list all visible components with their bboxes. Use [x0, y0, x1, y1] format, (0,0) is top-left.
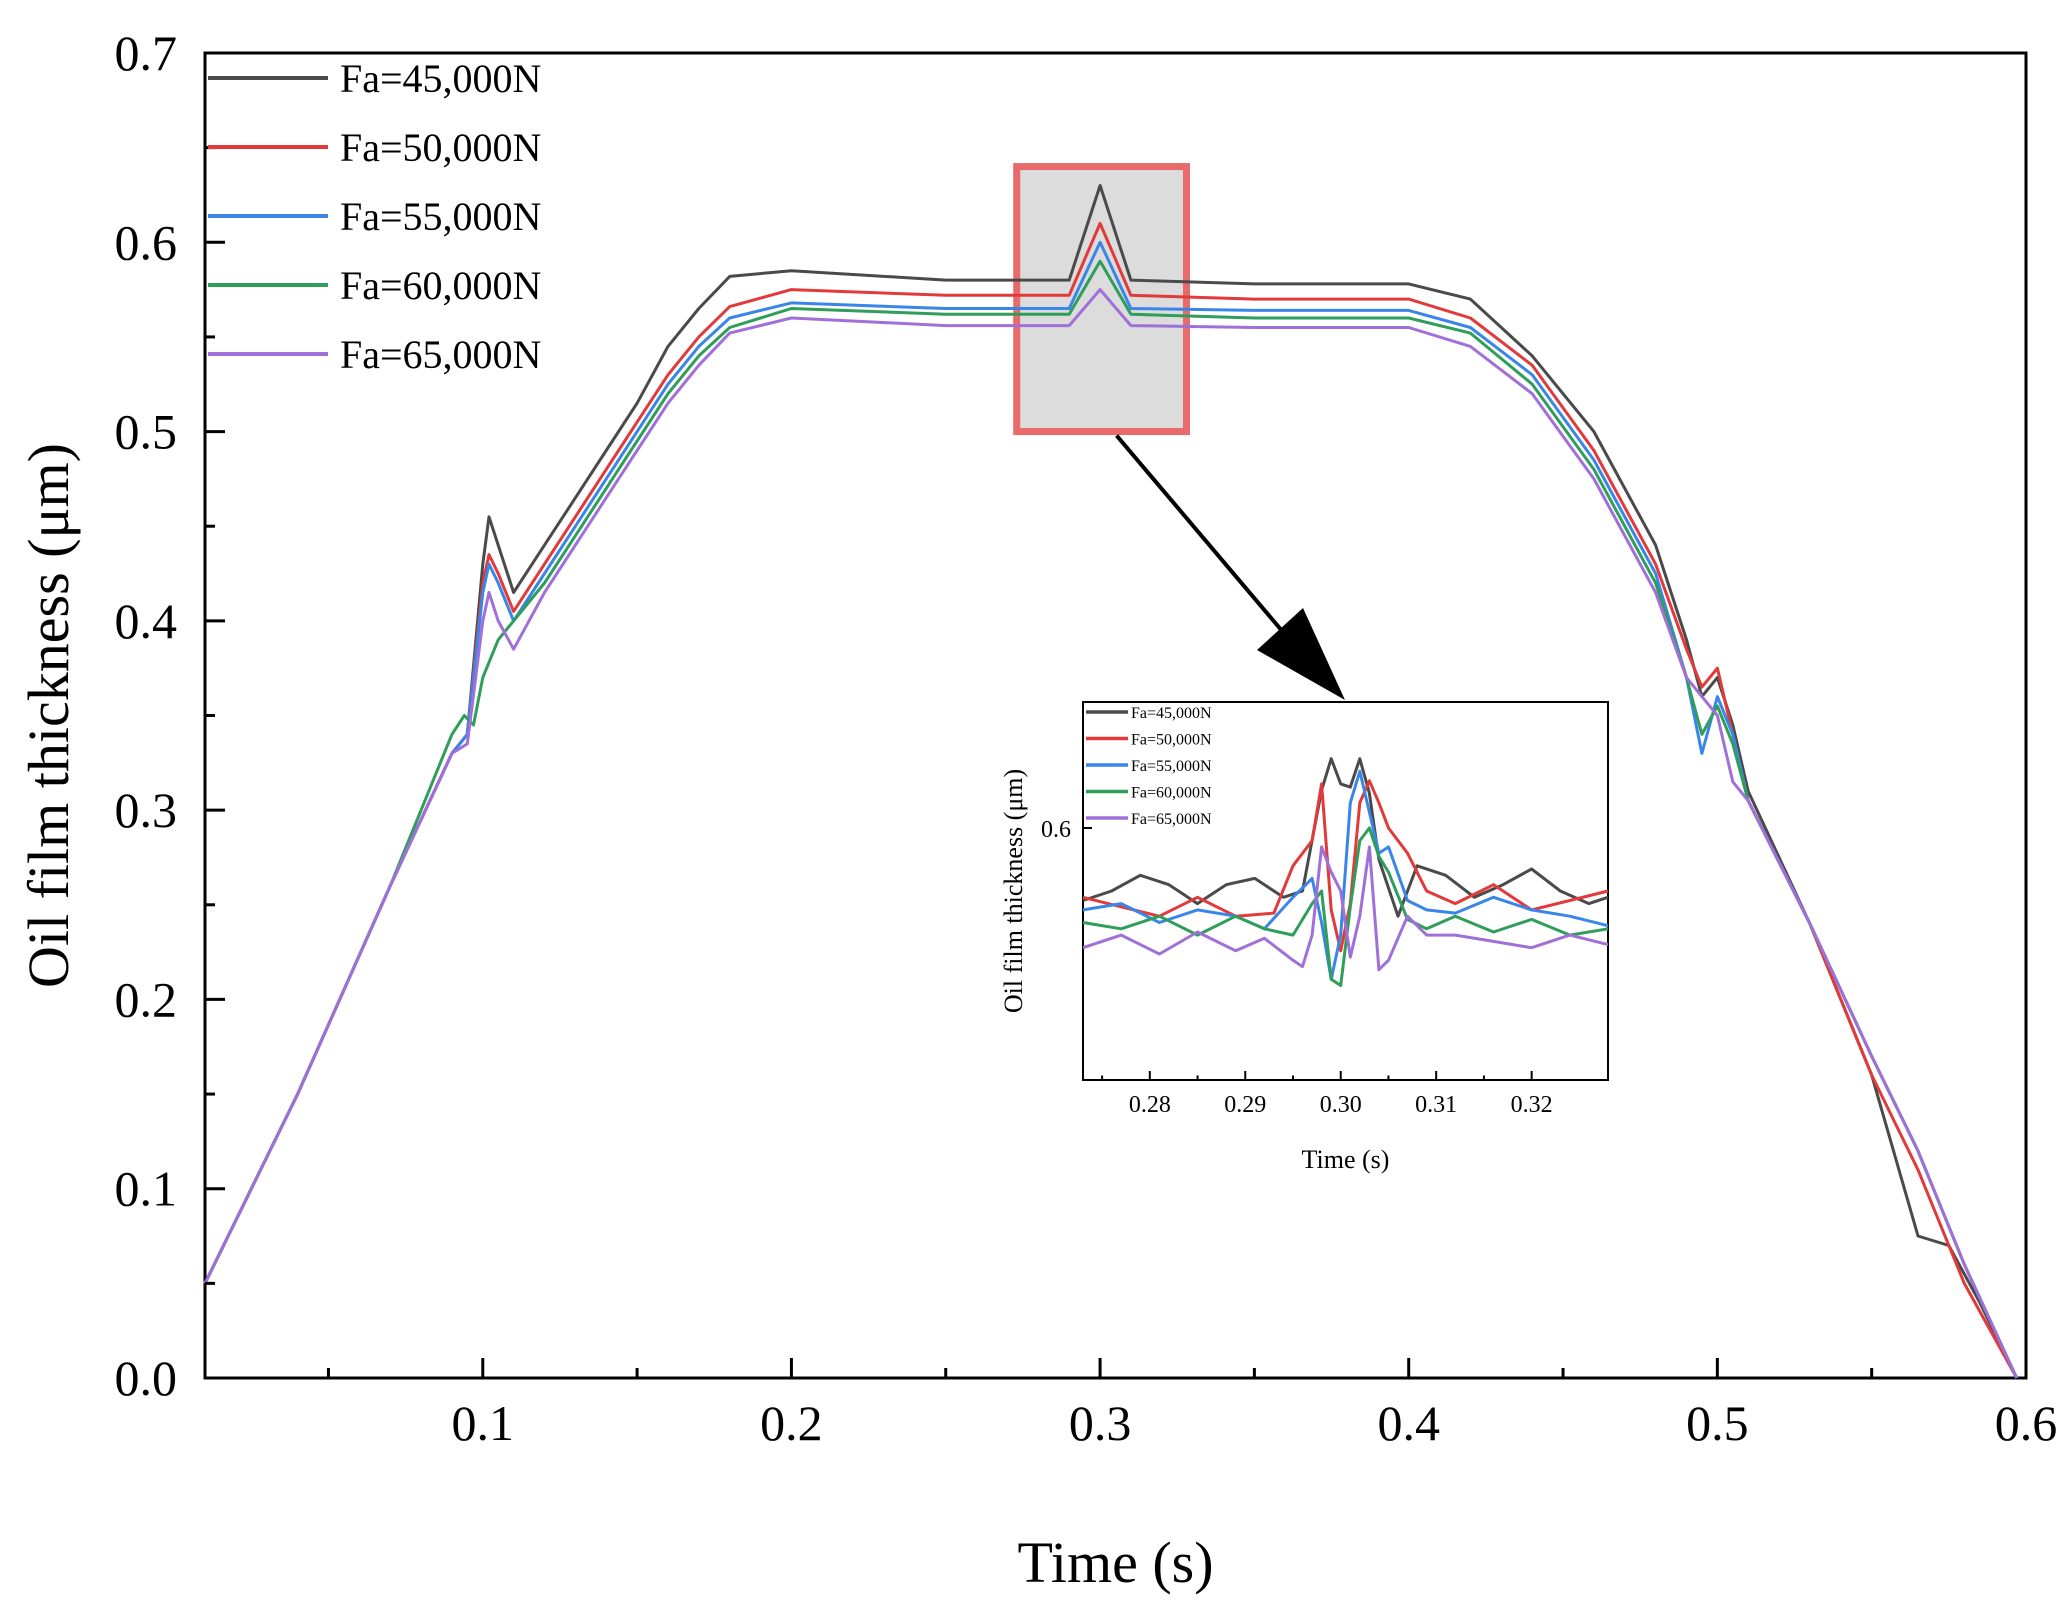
series-line-4	[203, 259, 2019, 1379]
inset-series-line-3	[1082, 769, 1609, 981]
x-tick-label: 0.1	[452, 1395, 515, 1451]
y-tick-label: 0.2	[115, 971, 178, 1027]
inset-y-tick-label: 0.6	[1041, 817, 1071, 843]
inset-background	[1080, 700, 1612, 1220]
series-line-5	[203, 288, 2019, 1379]
series-line-1	[203, 184, 2019, 1379]
x-tick-label: 0.3	[1069, 1395, 1132, 1451]
y-axis-title: Oil film thickness (μm)	[16, 443, 81, 988]
zoom-arrow-line	[1115, 434, 1307, 660]
x-tick-label: 0.5	[1686, 1395, 1749, 1451]
series-line-3	[203, 240, 2019, 1379]
inset-legend-label-1: Fa=45,000N	[1131, 705, 1212, 722]
x-tick-label: 0.4	[1377, 1395, 1440, 1451]
inset-x-tick-label: 0.30	[1320, 1092, 1362, 1118]
zoom-arrow-head	[1257, 608, 1345, 700]
main-plot: 0.1 0.2 0.3 0.4 0.5 0.60.00.10.20.30.40.50.60…	[16, 25, 2057, 1595]
x-tick-label: 0.2	[760, 1395, 823, 1451]
inset-legend-label-2: Fa=50,000N	[1131, 732, 1212, 749]
legend-label-5: Fa=65,000N	[340, 332, 541, 377]
legend-label-2: Fa=50,000N	[340, 125, 541, 170]
inset-legend-label-3: Fa=55,000N	[1131, 758, 1212, 775]
legend-label-4: Fa=60,000N	[340, 263, 541, 308]
y-tick-label: 0.4	[115, 593, 178, 649]
x-tick-label: 0.6	[1995, 1395, 2058, 1451]
inset-x-tick-label: 0.31	[1415, 1092, 1457, 1118]
y-tick-label: 0.7	[115, 25, 178, 81]
inset-series-line-5	[1082, 845, 1609, 972]
y-tick-label: 0.5	[115, 404, 178, 460]
inset-series-line-4	[1082, 826, 1609, 987]
y-tick-label: 0.0	[115, 1350, 178, 1406]
legend-label-1: Fa=45,000N	[340, 56, 541, 101]
inset-x-tick-label: 0.29	[1224, 1092, 1266, 1118]
y-tick-label: 0.1	[115, 1161, 178, 1217]
inset-series-line-1	[1082, 757, 1609, 918]
inset-x-axis-title: Time (s)	[1302, 1145, 1390, 1174]
x-axis-title: Time (s)	[1017, 1530, 1213, 1595]
inset-legend-label-4: Fa=60,000N	[1131, 785, 1212, 802]
inset-x-tick-label: 0.28	[1129, 1092, 1171, 1118]
zoom-box	[1013, 163, 1190, 436]
y-tick-label: 0.3	[115, 782, 178, 838]
inset-y-axis-title: Oil film thickness (μm)	[999, 769, 1028, 1013]
inset-legend-label-5: Fa=65,000N	[1131, 811, 1212, 828]
inset-plot: 0.28 0.29 0.30 0.31 0.32 0.6 Time (s) Oil film …	[999, 700, 1612, 1220]
y-tick-label: 0.6	[115, 214, 178, 270]
inset-x-tick-label: 0.32	[1511, 1092, 1553, 1118]
legend-label-3: Fa=55,000N	[340, 194, 541, 239]
